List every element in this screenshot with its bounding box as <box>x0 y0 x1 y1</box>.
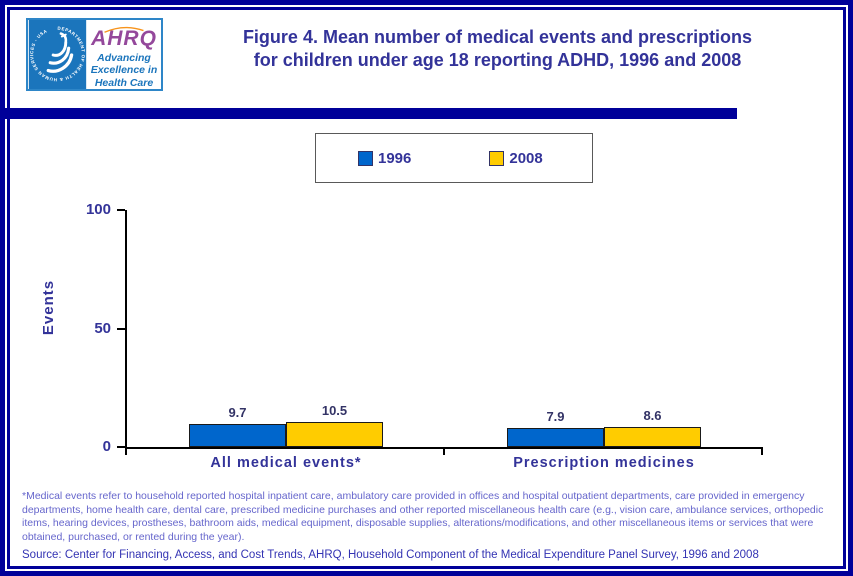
legend-item-1996: 1996 <box>358 150 411 167</box>
legend-swatch-icon <box>489 150 505 166</box>
bar-1996-0 <box>189 424 286 447</box>
category-label: All medical events* <box>210 455 362 471</box>
bar-2008-1 <box>604 426 701 447</box>
y-axis-line <box>125 210 127 447</box>
bar-value-label: 10.5 <box>321 403 348 419</box>
y-tick-label: 50 <box>94 319 111 337</box>
bar-1996-1 <box>507 428 604 447</box>
x-tick-mark <box>761 449 763 455</box>
bar-2008-0 <box>286 422 383 447</box>
bar-value-label: 9.7 <box>228 405 247 420</box>
header-divider-bar <box>0 108 737 119</box>
ahrq-wordmark: AHRQ <box>91 26 157 50</box>
chart-legend: 1996 2008 <box>315 133 593 183</box>
legend-swatch-icon <box>358 150 373 166</box>
legend-label: 2008 <box>509 149 543 167</box>
x-tick-mark <box>443 449 445 455</box>
ahrq-wordmark-block: AHRQ Advancing Excellence in Health Care <box>87 20 161 89</box>
y-tick-label: 100 <box>85 201 111 218</box>
figure-title-line2: for children under age 18 reporting ADHD… <box>253 50 742 70</box>
category-label: Prescription medicines <box>513 455 695 471</box>
ahrq-tagline: Advancing Excellence in Health Care <box>90 51 158 89</box>
ahrq-arc-icon <box>104 26 144 33</box>
x-axis-line <box>125 447 763 449</box>
bar-value-label: 8.6 <box>643 407 662 423</box>
figure-title-line1: Figure 4. Mean number of medical events … <box>242 27 753 47</box>
source-text: Source: Center for Financing, Access, an… <box>22 549 759 561</box>
hhs-eagle-seal-icon: DEPARTMENT OF HEALTH & HUMAN SERVICES - … <box>28 20 87 89</box>
x-tick-mark <box>125 449 127 455</box>
y-tick-label: 0 <box>102 438 111 455</box>
legend-label: 1996 <box>378 149 412 167</box>
y-tick-mark <box>117 327 125 330</box>
figure-title: Figure 4. Mean number of medical events … <box>165 26 830 72</box>
bar-value-label: 7.9 <box>546 409 565 425</box>
y-tick-mark <box>117 209 125 211</box>
y-tick-mark <box>117 446 125 448</box>
eagle-icon <box>46 32 74 73</box>
y-axis-title: Events <box>40 279 57 336</box>
ahrq-hhs-logo: DEPARTMENT OF HEALTH & HUMAN SERVICES - … <box>26 18 163 91</box>
footnote-text: *Medical events refer to household repor… <box>22 490 824 543</box>
legend-item-2008: 2008 <box>489 149 543 167</box>
